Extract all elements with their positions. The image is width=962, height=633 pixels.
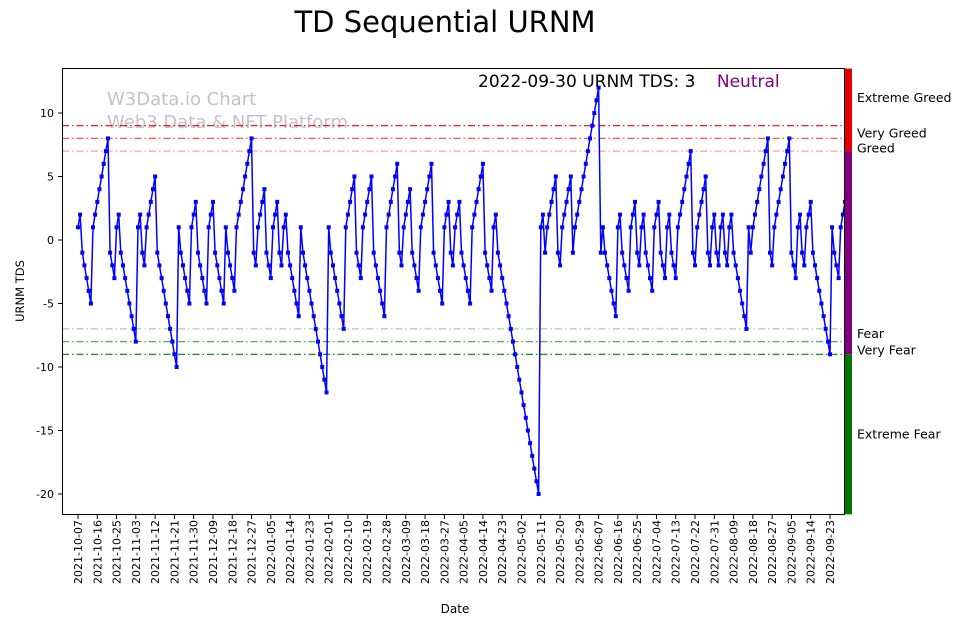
svg-text:2022-07-22: 2022-07-22 [689, 520, 702, 584]
svg-text:-20: -20 [36, 488, 54, 501]
svg-text:Very Fear: Very Fear [857, 343, 917, 358]
svg-text:2022-01-05: 2022-01-05 [265, 520, 278, 584]
series-markers [76, 85, 847, 496]
sentiment-zone-bar [845, 68, 852, 515]
chart-title: TD Sequential URNM [294, 5, 596, 39]
plot-border [62, 68, 845, 515]
svg-text:2021-11-30: 2021-11-30 [188, 520, 201, 584]
svg-text:2022-05-11: 2022-05-11 [535, 520, 548, 584]
svg-text:2022-06-16: 2022-06-16 [612, 520, 625, 584]
svg-text:2022-02-01: 2022-02-01 [323, 520, 336, 584]
svg-text:2022-04-14: 2022-04-14 [477, 520, 490, 584]
threshold-lines [62, 125, 845, 355]
svg-text:2021-11-21: 2021-11-21 [168, 520, 181, 584]
svg-text:2022-07-31: 2022-07-31 [708, 520, 721, 584]
svg-text:10: 10 [40, 107, 54, 120]
svg-text:2022-05-02: 2022-05-02 [516, 520, 529, 584]
svg-text:2022-08-27: 2022-08-27 [766, 520, 779, 584]
svg-text:2022-06-07: 2022-06-07 [593, 520, 606, 584]
svg-text:Extreme Greed: Extreme Greed [857, 90, 951, 105]
svg-text:5: 5 [47, 171, 54, 184]
svg-text:2021-11-12: 2021-11-12 [149, 520, 162, 584]
annotation-date-tds: 2022-09-30 URNM TDS: 3 [478, 72, 696, 92]
svg-text:2021-10-07: 2021-10-07 [72, 520, 85, 584]
svg-text:2022-01-14: 2022-01-14 [284, 520, 297, 584]
svg-text:2022-04-23: 2022-04-23 [496, 520, 509, 584]
svg-text:2022-03-09: 2022-03-09 [400, 520, 413, 584]
svg-text:2022-08-09: 2022-08-09 [728, 520, 741, 584]
svg-text:2022-08-18: 2022-08-18 [747, 520, 760, 584]
svg-text:2021-11-03: 2021-11-03 [130, 520, 143, 584]
svg-text:2022-05-20: 2022-05-20 [554, 520, 567, 584]
annotation: 2022-09-30 URNM TDS: 3 Neutral [478, 72, 780, 92]
y-tick-labels: 10 5 0 -5 -10 -15 -20 [36, 107, 62, 501]
svg-text:2021-12-18: 2021-12-18 [226, 520, 239, 584]
series-line [77, 87, 846, 495]
y-axis-label: URNM TDS [13, 260, 27, 322]
x-axis-label: Date [440, 602, 470, 616]
svg-text:Extreme Fear: Extreme Fear [857, 426, 941, 441]
svg-text:2022-09-14: 2022-09-14 [805, 520, 818, 584]
svg-text:2022-02-28: 2022-02-28 [381, 520, 394, 584]
svg-text:2022-05-29: 2022-05-29 [573, 520, 586, 584]
svg-text:2022-09-23: 2022-09-23 [824, 520, 837, 584]
watermark-line1: W3Data.io Chart [107, 89, 257, 110]
svg-text:2022-07-13: 2022-07-13 [670, 520, 683, 584]
svg-text:-10: -10 [36, 361, 54, 374]
svg-text:Fear: Fear [857, 326, 885, 341]
svg-text:0: 0 [47, 234, 54, 247]
svg-text:2021-12-09: 2021-12-09 [207, 520, 220, 584]
svg-text:Very Greed: Very Greed [857, 125, 927, 140]
svg-text:2021-12-27: 2021-12-27 [246, 520, 259, 584]
x-tick-labels: 2021-10-07 2021-10-16 2021-10-25 2021-11-03… [72, 515, 837, 584]
svg-text:2022-06-25: 2022-06-25 [631, 520, 644, 584]
svg-text:2022-02-19: 2022-02-19 [361, 520, 374, 584]
svg-text:-5: -5 [43, 298, 54, 311]
svg-text:2021-10-16: 2021-10-16 [91, 520, 104, 584]
svg-text:2022-01-23: 2022-01-23 [303, 520, 316, 584]
watermark: W3Data.io Chart Web3 Data & NFT Platform [107, 88, 348, 134]
svg-text:-15: -15 [36, 425, 54, 438]
svg-text:2022-02-10: 2022-02-10 [342, 520, 355, 584]
svg-text:2022-03-27: 2022-03-27 [438, 520, 451, 584]
svg-text:2021-10-25: 2021-10-25 [111, 520, 124, 584]
svg-text:2022-04-05: 2022-04-05 [458, 520, 471, 584]
svg-text:2022-07-04: 2022-07-04 [651, 520, 664, 584]
svg-text:2022-09-05: 2022-09-05 [785, 520, 798, 584]
annotation-status: Neutral [716, 72, 780, 92]
svg-text:Greed: Greed [857, 141, 895, 156]
watermark-line2: Web3 Data & NFT Platform [107, 112, 349, 133]
svg-text:2022-03-18: 2022-03-18 [419, 520, 432, 584]
